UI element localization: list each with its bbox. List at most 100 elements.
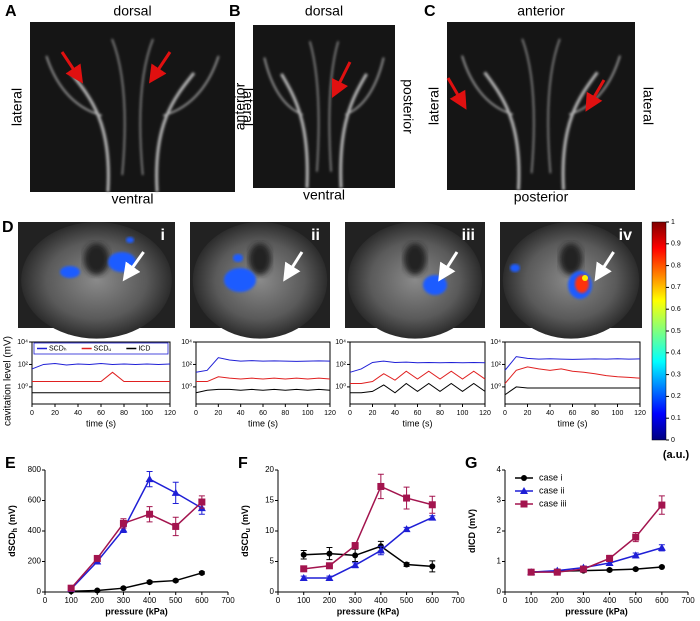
orientation-label: lateral: [426, 87, 442, 125]
y-axis-label: dSCDu (mV): [240, 505, 251, 557]
colorbar-tick-label: 0.2: [671, 393, 681, 400]
contrast-blob: [224, 268, 256, 292]
x-tick-label: 40: [546, 410, 554, 417]
marker: [553, 568, 561, 576]
x-tick-label: 100: [302, 410, 314, 417]
legend-label: case iii: [539, 498, 567, 508]
legend-label: SCDᵤ: [94, 345, 112, 352]
panel-label: C: [424, 3, 436, 20]
angiogram: [253, 25, 395, 188]
angiogram: [30, 22, 235, 192]
x-tick-label: 120: [634, 410, 646, 417]
marker: [428, 501, 436, 509]
vessel: [345, 57, 385, 116]
panel-label: G: [465, 455, 477, 472]
red-arrow: [585, 79, 606, 112]
series-line: [350, 382, 486, 394]
x-tick-label: 200: [551, 596, 565, 605]
x-tick-label: 400: [143, 596, 157, 605]
marker: [351, 542, 359, 550]
marker: [377, 482, 385, 490]
series-line: [195, 357, 331, 373]
vessel: [155, 72, 196, 193]
contrast-blob: [126, 237, 134, 243]
marker: [376, 546, 385, 554]
y-tick-label: 15: [265, 496, 274, 505]
x-tick-label: 500: [400, 596, 414, 605]
colorbar-tick-label: 0.6: [671, 306, 681, 313]
red-arrow: [149, 51, 172, 84]
x-tick-label: 400: [603, 596, 617, 605]
vessel: [561, 71, 599, 191]
vessel: [309, 41, 320, 172]
orientation-label: lateral: [9, 88, 25, 126]
orientation-label: ventral: [111, 191, 153, 207]
legend-label: SCDₕ: [49, 345, 67, 352]
x-tick-label: 100: [524, 596, 538, 605]
marker: [352, 552, 359, 559]
y-tick-label: 1: [497, 557, 502, 566]
series-line: [70, 478, 203, 590]
x-tick-label: 100: [457, 410, 469, 417]
x-axis-label: time (s): [86, 418, 116, 428]
x-tick-label: 0: [43, 596, 48, 605]
x-tick-label: 40: [391, 410, 399, 417]
orientation-label: anterior: [517, 3, 565, 19]
marker: [94, 587, 101, 594]
marker: [171, 488, 180, 496]
y-axis-label-unit: (mV): [467, 509, 477, 529]
marker: [120, 585, 127, 592]
x-tick-label: 700: [681, 596, 695, 605]
orientation-label: anterior: [232, 82, 248, 130]
x-tick-label: 300: [577, 596, 591, 605]
x-tick-label: 100: [612, 410, 624, 417]
y-tick-label: 0: [497, 587, 502, 596]
contrast-blob: [60, 266, 80, 278]
plot-frame: [195, 341, 331, 405]
colorbar-tick-label: 0.9: [671, 241, 681, 248]
legend-label: case ii: [539, 485, 565, 495]
panel-label: B: [229, 3, 241, 20]
ventricle: [559, 243, 583, 275]
marker: [632, 566, 639, 573]
x-tick-label: 200: [323, 596, 337, 605]
x-tick-label: 80: [281, 410, 289, 417]
marker: [172, 577, 179, 584]
series-line: [31, 363, 171, 370]
marker: [428, 513, 437, 521]
angiogram: [447, 22, 635, 190]
colorbar-tick-label: 1: [671, 219, 675, 226]
series-line: [531, 504, 663, 573]
vessel: [521, 38, 535, 174]
y-axis-label-unit: (mV): [240, 505, 250, 525]
white-arrow: [122, 251, 145, 282]
series-line: [303, 516, 433, 579]
orientation-label: posterior: [514, 189, 569, 205]
contrast-hot: [582, 275, 588, 281]
colorbar-tick-label: 0.5: [671, 328, 681, 335]
series-line: [531, 547, 663, 573]
y-axis-label-sub: h: [12, 528, 19, 532]
legend-box: [33, 342, 169, 355]
marker: [631, 551, 640, 559]
vessel: [139, 38, 154, 176]
marker: [658, 563, 665, 570]
red-arrow: [331, 61, 352, 99]
marker: [299, 573, 308, 581]
orientation-label: posterior: [400, 79, 416, 134]
y-tick-label: 800: [28, 465, 42, 474]
vessels: [461, 38, 621, 191]
y-axis-label: dSCDh (mV): [7, 505, 18, 557]
x-tick-label: 20: [524, 410, 532, 417]
y-tick-label: 10⁴: [490, 339, 501, 346]
marker: [403, 494, 411, 502]
x-tick-label: 500: [629, 596, 643, 605]
x-tick-label: 600: [426, 596, 440, 605]
series-line: [349, 360, 486, 373]
marker: [606, 567, 613, 574]
x-tick-label: 300: [348, 596, 362, 605]
y-tick-label: 10²: [182, 361, 193, 368]
x-tick-label: 0: [276, 596, 281, 605]
y-tick-label: 10: [265, 526, 274, 535]
